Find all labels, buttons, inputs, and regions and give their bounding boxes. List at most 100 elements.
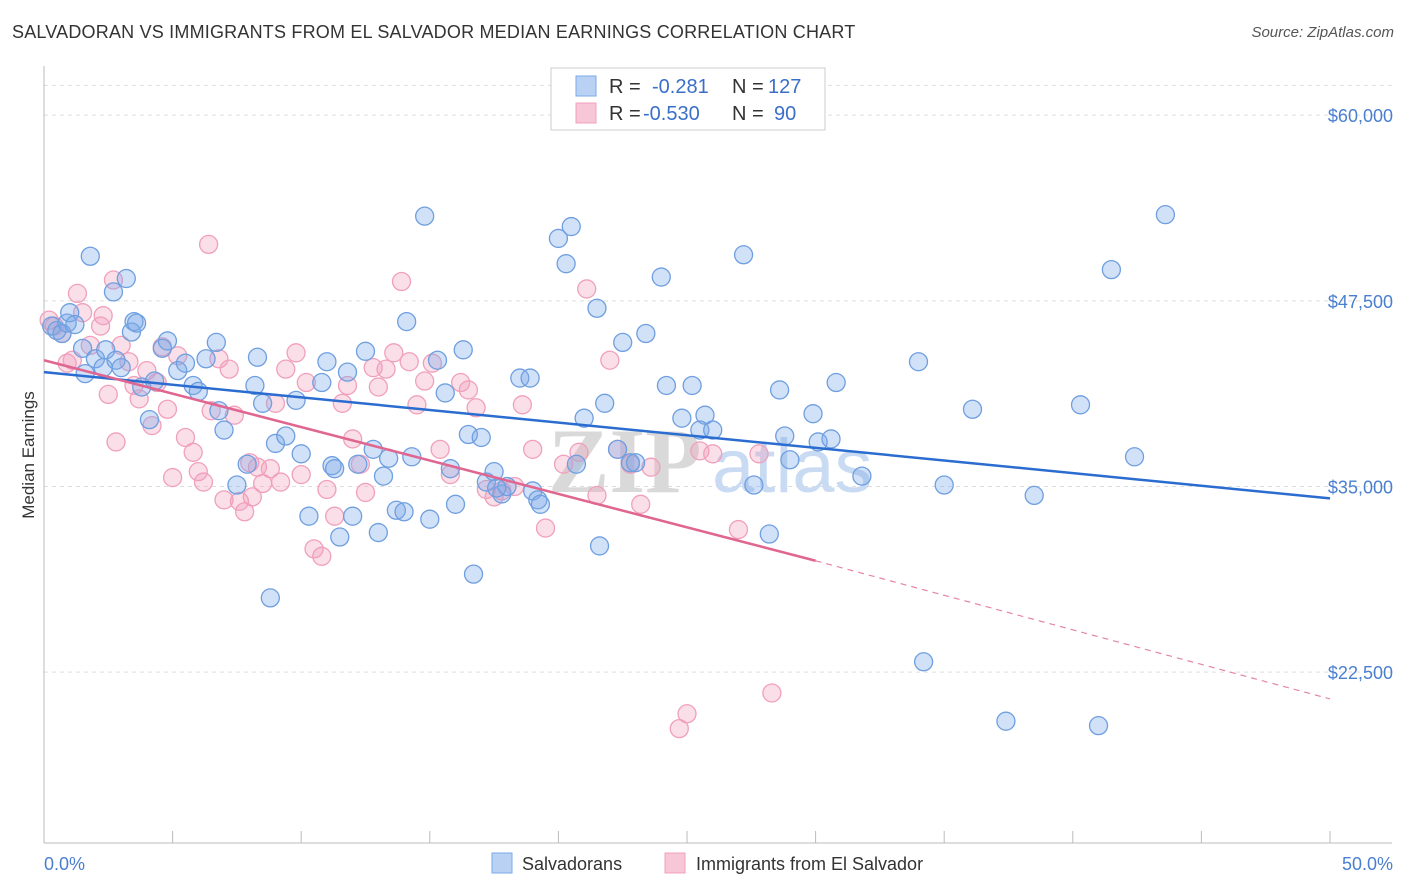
- point-salvadorans-47: [330, 527, 350, 547]
- trendline-immigrants-extension: [815, 560, 1331, 700]
- y-tick-label-0: $22,500: [1328, 663, 1393, 683]
- point-immigrants-92: [762, 683, 782, 703]
- point-immigrants-22: [162, 467, 183, 488]
- point-salvadorans-81: [556, 254, 576, 274]
- point-salvadorans-92: [636, 323, 656, 344]
- point-salvadorans-25: [175, 353, 196, 373]
- point-immigrants-35: [234, 502, 255, 522]
- point-immigrants-24: [175, 427, 196, 448]
- point-salvadorans-105: [780, 450, 800, 470]
- point-salvadorans-20: [139, 410, 160, 430]
- point-salvadorans-76: [520, 368, 540, 388]
- point-salvadorans-100: [733, 245, 754, 265]
- point-salvadorans-24: [168, 360, 188, 381]
- point-salvadorans-118: [1088, 716, 1109, 736]
- point-immigrants-86: [677, 704, 697, 724]
- point-immigrants-89: [703, 444, 723, 464]
- trendline-salvadorans: [43, 370, 1331, 500]
- point-immigrants-46: [296, 372, 316, 393]
- point-salvadorans-83: [566, 454, 587, 474]
- point-immigrants-32: [219, 359, 239, 379]
- point-salvadorans-45: [322, 456, 342, 476]
- point-salvadorans-106: [803, 404, 823, 424]
- point-immigrants-43: [276, 359, 296, 379]
- point-immigrants-29: [201, 401, 221, 421]
- point-salvadorans-23: [157, 331, 178, 351]
- point-immigrants-81: [600, 350, 620, 370]
- point-immigrants-37: [242, 487, 262, 507]
- point-salvadorans-56: [386, 500, 407, 520]
- y-axis-title: Median Earnings: [19, 391, 38, 519]
- source-note: Source: ZipAtlas.com: [1251, 24, 1394, 41]
- point-salvadorans-104: [775, 426, 795, 446]
- point-immigrants-12: [106, 432, 126, 452]
- point-salvadorans-112: [913, 652, 934, 672]
- point-salvadorans-42: [299, 506, 319, 526]
- point-immigrants-85: [641, 457, 661, 477]
- point-salvadorans-53: [368, 522, 389, 543]
- point-salvadorans-95: [672, 408, 692, 428]
- point-salvadorans-116: [1024, 485, 1044, 506]
- point-salvadorans-5: [65, 314, 85, 335]
- legend-n-label-1: N =: [732, 76, 764, 98]
- point-immigrants-51: [332, 393, 353, 413]
- point-immigrants-74: [512, 395, 533, 415]
- point-salvadorans-113: [934, 475, 954, 495]
- trend-lines: [43, 359, 1331, 700]
- point-immigrants-84: [631, 494, 651, 514]
- point-immigrants-68: [458, 380, 479, 400]
- point-immigrants-59: [384, 343, 404, 363]
- point-immigrants-70: [476, 479, 497, 500]
- point-salvadorans-54: [373, 466, 394, 486]
- point-salvadorans-66: [453, 340, 473, 360]
- point-salvadorans-18: [126, 313, 147, 333]
- point-immigrants-78: [569, 442, 589, 462]
- point-salvadorans-12: [103, 282, 124, 302]
- point-salvadorans-82: [561, 216, 581, 237]
- point-immigrants-67: [451, 372, 471, 393]
- point-salvadorans-115: [996, 711, 1016, 731]
- point-immigrants-23: [168, 346, 188, 366]
- point-salvadorans-62: [427, 350, 448, 370]
- point-immigrants-44: [286, 343, 306, 363]
- point-immigrants-48: [312, 546, 332, 566]
- legend-r-label-1: R =: [609, 76, 641, 98]
- point-immigrants-58: [376, 359, 396, 379]
- point-salvadorans-39: [276, 426, 296, 446]
- point-immigrants-9: [93, 306, 113, 326]
- point-immigrants-52: [337, 375, 358, 396]
- bottom-legend-swatch-immigrants: [664, 852, 686, 874]
- point-salvadorans-14: [111, 358, 131, 378]
- point-salvadorans-84: [574, 408, 594, 428]
- point-immigrants-31: [214, 490, 234, 510]
- point-immigrants-63: [415, 371, 435, 391]
- point-immigrants-50: [324, 506, 345, 526]
- point-salvadorans-41: [291, 444, 311, 464]
- bottom-legend-swatch-salvadorans: [491, 852, 513, 874]
- point-salvadorans-94: [656, 375, 677, 396]
- point-immigrants-60: [391, 271, 412, 292]
- legend-r-value-1: -0.281: [652, 76, 709, 98]
- point-salvadorans-74: [487, 478, 507, 498]
- point-salvadorans-4: [60, 303, 80, 323]
- point-salvadorans-96: [682, 375, 702, 396]
- point-immigrants-21: [157, 399, 178, 419]
- point-immigrants-75: [523, 439, 543, 460]
- point-salvadorans-93: [651, 267, 671, 287]
- point-immigrants-79: [577, 279, 597, 299]
- legend-n-value-1: 127: [768, 76, 801, 98]
- point-salvadorans-15: [116, 268, 136, 289]
- point-salvadorans-85: [587, 298, 607, 318]
- point-salvadorans-6: [72, 338, 93, 358]
- point-salvadorans-31: [214, 420, 234, 440]
- point-salvadorans-29: [206, 332, 226, 353]
- point-salvadorans-103: [769, 380, 790, 400]
- point-immigrants-16: [129, 389, 149, 409]
- point-immigrants-64: [422, 353, 443, 373]
- legend-swatch-salvadorans: [575, 75, 597, 97]
- point-immigrants-55: [355, 482, 376, 503]
- x-tick-label-0: 0.0%: [44, 854, 85, 874]
- point-salvadorans-117: [1070, 395, 1091, 415]
- point-salvadorans-34: [247, 347, 268, 367]
